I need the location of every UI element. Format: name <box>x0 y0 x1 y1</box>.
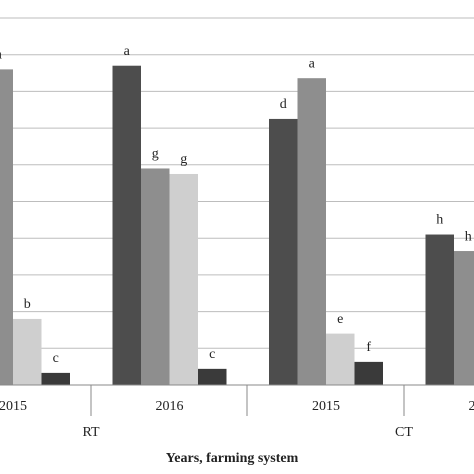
bars <box>0 65 474 386</box>
data-label: f <box>366 340 371 355</box>
x-tick-label: 2016 <box>469 399 474 414</box>
bar <box>13 318 42 385</box>
data-label: g <box>152 147 159 162</box>
bar <box>169 173 198 385</box>
x-tick-label: 2015 <box>0 399 27 414</box>
bar <box>326 333 355 385</box>
data-label: h <box>465 229 472 244</box>
group-label: CT <box>395 425 413 440</box>
data-label: c <box>209 347 215 362</box>
x-tick-label: 2015 <box>312 399 340 414</box>
bar <box>112 65 141 386</box>
data-label: h <box>436 213 443 228</box>
data-label: a <box>0 48 3 63</box>
bar <box>425 234 454 385</box>
bar <box>297 78 326 386</box>
data-label: a <box>124 44 131 59</box>
group-label: RT <box>82 425 99 440</box>
data-label: a <box>309 56 316 71</box>
bar <box>0 69 13 385</box>
bar <box>354 361 383 385</box>
grid <box>0 17 474 349</box>
x-tick-label: 2016 <box>156 399 184 414</box>
bar <box>198 368 227 385</box>
data-label: e <box>337 312 343 327</box>
bar <box>269 118 298 386</box>
data-label: c <box>53 351 59 366</box>
bar <box>454 251 474 385</box>
bar <box>41 372 70 385</box>
bar <box>141 168 170 385</box>
data-label: d <box>280 97 287 112</box>
x-axis-title: Years, farming system <box>166 451 299 466</box>
data-label: g <box>180 152 187 167</box>
data-label: b <box>24 297 31 312</box>
